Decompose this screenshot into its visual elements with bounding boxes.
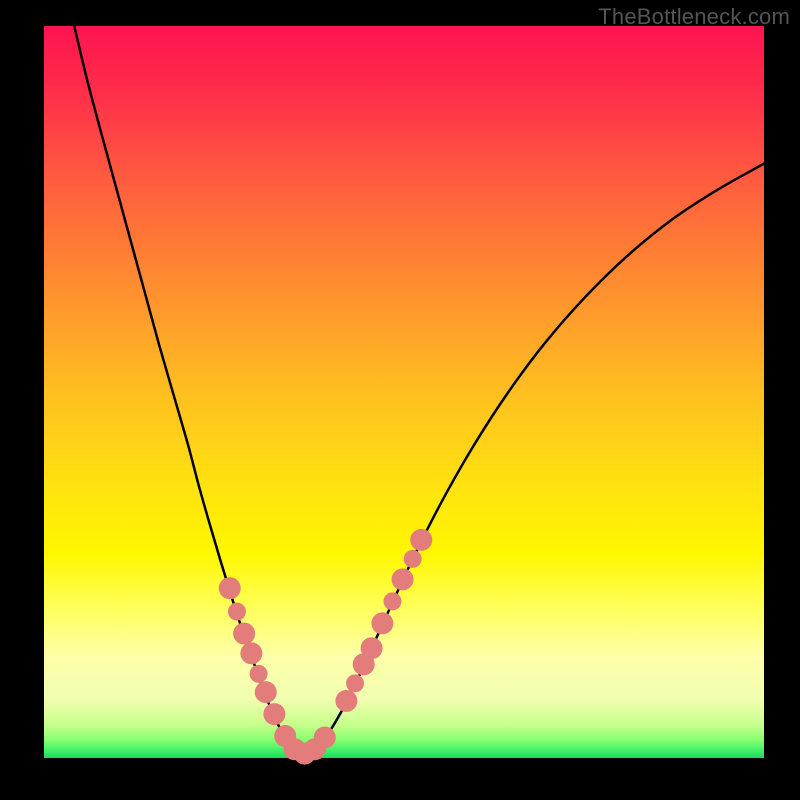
data-point: [346, 674, 364, 692]
chart-svg: [44, 26, 764, 758]
data-point: [314, 727, 336, 749]
data-point: [255, 681, 277, 703]
data-point: [392, 568, 414, 590]
plot-area: [44, 26, 764, 758]
data-point: [361, 637, 383, 659]
chart-stage: TheBottleneck.com: [0, 0, 800, 800]
data-point: [371, 612, 393, 634]
data-point: [219, 577, 241, 599]
data-point: [410, 529, 432, 551]
data-point: [263, 703, 285, 725]
left-curve: [74, 26, 303, 755]
data-point: [404, 550, 422, 568]
watermark-text: TheBottleneck.com: [598, 4, 790, 30]
data-point: [383, 592, 401, 610]
data-point: [233, 623, 255, 645]
data-point: [240, 642, 262, 664]
data-point: [335, 690, 357, 712]
data-point: [228, 603, 246, 621]
data-point: [250, 665, 268, 683]
